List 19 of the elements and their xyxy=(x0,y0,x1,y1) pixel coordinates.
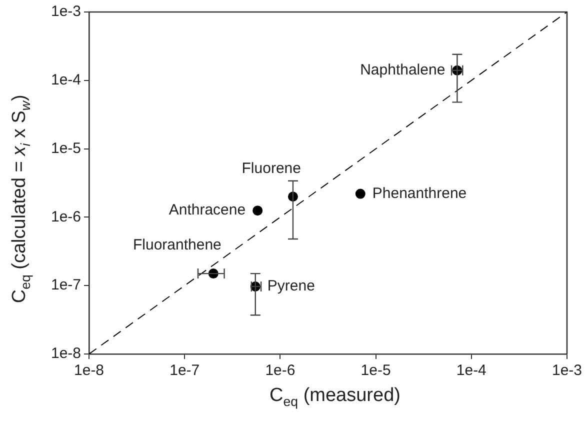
y-tick-label: 1e-4 xyxy=(50,72,82,89)
series-label: Fluorene xyxy=(242,160,301,177)
y-tick-label: 1e-5 xyxy=(50,140,82,157)
series-label: Phenanthrene xyxy=(372,184,467,202)
series-label: Anthracene xyxy=(168,202,246,219)
x-tick-label: 1e-3 xyxy=(552,362,582,380)
x-tick-label: 1e-5 xyxy=(360,362,391,380)
x-tick-label: 1e-8 xyxy=(74,362,104,380)
y-tick-label: 1e-6 xyxy=(50,208,82,226)
y-tick-label: 1e-8 xyxy=(50,345,82,362)
x-tick-label: 1e-6 xyxy=(265,362,296,380)
series-label: Pyrene xyxy=(267,278,315,295)
y-tick-label: 1e-7 xyxy=(50,276,82,294)
series-label: Naphthalene xyxy=(360,62,446,79)
x-axis-title: C$_{eq}$ (measured) xyxy=(268,385,402,409)
series-label: Fluoranthene xyxy=(132,236,222,254)
y-tick-label: 1e-3 xyxy=(50,3,82,20)
x-tick-label: 1e-7 xyxy=(170,362,200,380)
x-tick-label: 1e-4 xyxy=(456,362,486,380)
